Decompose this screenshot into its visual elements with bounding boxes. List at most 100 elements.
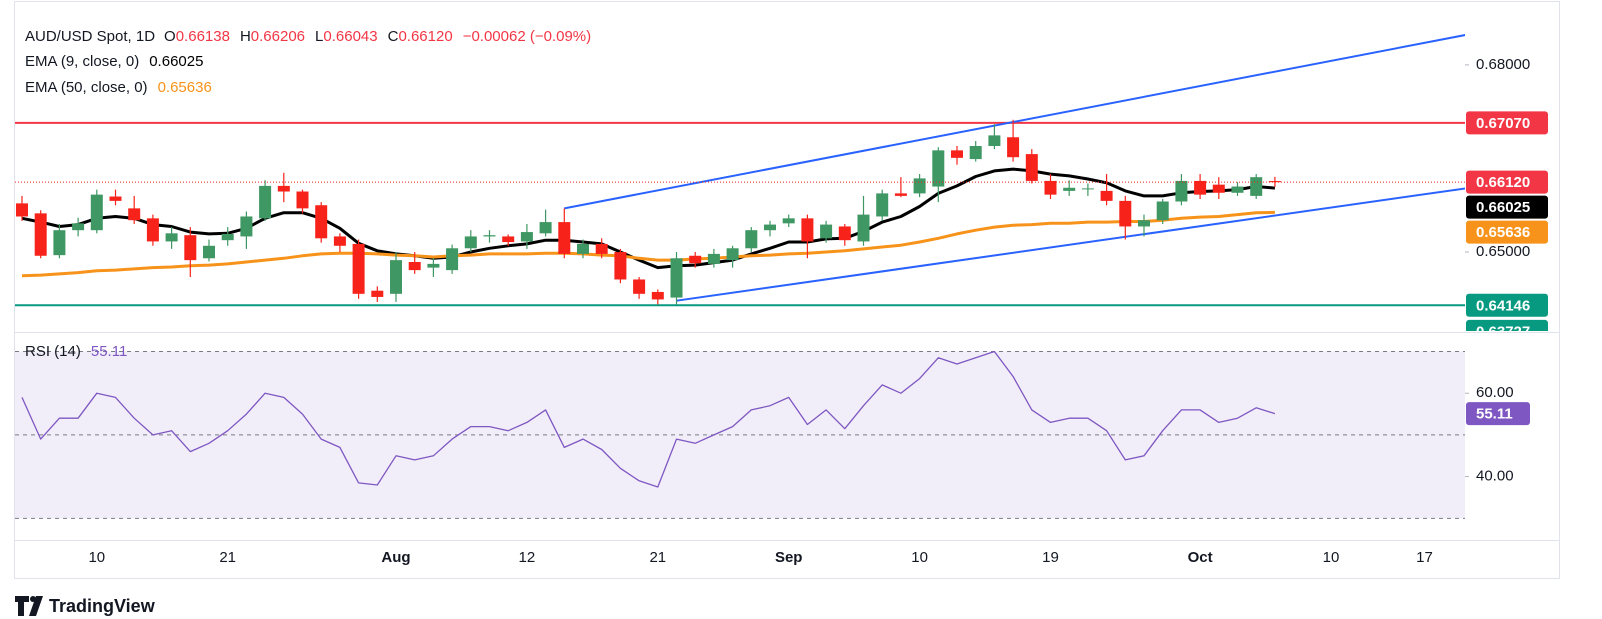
ema-name: EMA (9, close, 0) bbox=[25, 53, 139, 70]
candle-body bbox=[1081, 188, 1094, 190]
candle-body bbox=[577, 243, 589, 254]
ema-legend: EMA (9, close, 0) 0.66025 bbox=[25, 53, 203, 70]
price-tag-label: 0.67070 bbox=[1476, 115, 1530, 132]
x-tick-label: 10 bbox=[1323, 549, 1340, 566]
candle-body bbox=[633, 279, 646, 294]
candle-body bbox=[820, 224, 833, 239]
candle-body bbox=[1138, 220, 1150, 227]
ohlc-prefix: O bbox=[164, 28, 176, 45]
change: −0.00062 (−0.09%) bbox=[463, 28, 591, 45]
brand-name: TradingView bbox=[49, 596, 156, 616]
price-tag bbox=[1466, 195, 1548, 219]
x-tick-label: 21 bbox=[649, 549, 666, 566]
y-tick-label: 0.68000 bbox=[1476, 56, 1530, 73]
ema-value: 0.65636 bbox=[158, 79, 212, 96]
candle-body bbox=[539, 222, 552, 234]
candle-body bbox=[988, 135, 1001, 146]
candle-body bbox=[1175, 180, 1188, 202]
candle-body bbox=[408, 262, 421, 271]
ohlc-value: 0.66120 bbox=[398, 28, 452, 45]
trend-line bbox=[564, 34, 1465, 210]
candle-body bbox=[1063, 187, 1076, 191]
candle-body bbox=[1231, 186, 1244, 193]
candle-body bbox=[184, 235, 197, 261]
candle-body bbox=[1156, 201, 1169, 221]
brand-logo: TradingView bbox=[15, 596, 156, 616]
candle-body bbox=[203, 245, 215, 259]
y-tick-label: 0.65000 bbox=[1476, 243, 1530, 260]
x-tick-label: Aug bbox=[381, 549, 410, 566]
ohlc-value: 0.66043 bbox=[323, 28, 377, 45]
candle-body bbox=[53, 230, 66, 256]
candle-body bbox=[277, 185, 290, 192]
candle-body bbox=[352, 243, 365, 294]
candle-body bbox=[221, 233, 234, 241]
x-tick-label: 17 bbox=[1416, 549, 1433, 566]
candle-body bbox=[689, 255, 702, 264]
ema-line bbox=[21, 210, 1275, 278]
price-pane bbox=[15, 34, 1465, 307]
time-axis: 10 21 Aug 12 21 Sep 10 19 Oct 10 17 bbox=[88, 549, 1432, 566]
symbol: AUD/USD Spot, 1D bbox=[25, 28, 155, 45]
x-tick-label: 10 bbox=[88, 549, 105, 566]
candle-body bbox=[951, 150, 963, 158]
candle-body bbox=[838, 226, 851, 241]
price-tag bbox=[1466, 319, 1548, 331]
candle-body bbox=[1007, 137, 1020, 158]
candle-body bbox=[1044, 180, 1057, 195]
candle-body bbox=[857, 214, 870, 242]
candle-body bbox=[128, 208, 141, 221]
price-tag-label: 0.63727 bbox=[1476, 323, 1530, 340]
candle-body bbox=[34, 213, 47, 256]
candle-body bbox=[558, 222, 571, 254]
legend: AUD/USD Spot, 1D O0.66138 H0.66206 L0.66043… bbox=[25, 28, 591, 360]
ema-line bbox=[21, 167, 1276, 270]
logo-mark bbox=[29, 596, 43, 616]
price-tag bbox=[1466, 293, 1548, 317]
x-tick-label: 12 bbox=[519, 549, 536, 566]
x-tick-label: Sep bbox=[775, 549, 803, 566]
candle-body bbox=[315, 205, 328, 239]
candle-body bbox=[446, 248, 459, 271]
candle-body bbox=[913, 178, 926, 194]
candle-body bbox=[707, 253, 720, 264]
candle-body bbox=[670, 258, 683, 298]
price-tag-label: 0.64146 bbox=[1476, 297, 1530, 314]
candle-body bbox=[876, 193, 889, 217]
candle-body bbox=[894, 193, 907, 196]
candle-body bbox=[520, 232, 533, 242]
x-tick-label: Oct bbox=[1188, 549, 1213, 566]
rsi-tag-label: 55.11 bbox=[1476, 406, 1513, 423]
candle-body bbox=[1194, 180, 1207, 195]
candle-body bbox=[969, 145, 982, 160]
candle-body bbox=[464, 236, 477, 249]
widget-frame bbox=[14, 1, 1560, 579]
ohlc-value: 0.66138 bbox=[176, 28, 230, 45]
rsi-line bbox=[21, 350, 1276, 488]
ema-value: 0.66025 bbox=[149, 53, 203, 70]
rsi-tick-label: 60.00 bbox=[1476, 384, 1514, 401]
candle-body bbox=[932, 150, 945, 187]
candle-body bbox=[109, 196, 122, 201]
ohlc-prefix: L bbox=[315, 28, 323, 45]
ohlc-prefix: C bbox=[388, 28, 399, 45]
rsi-pane bbox=[15, 350, 1465, 519]
candle-body bbox=[72, 223, 85, 231]
price-tag-label: 0.66025 bbox=[1476, 199, 1530, 216]
candle-body bbox=[296, 191, 309, 209]
ema-name: EMA (50, close, 0) bbox=[25, 79, 148, 96]
price-tag bbox=[1466, 220, 1548, 244]
trend-line bbox=[676, 187, 1465, 302]
candle-body bbox=[16, 203, 28, 217]
price-axis: 0.68000 0.65000 0.67070 0.66120 0.66025 0.656… bbox=[1465, 56, 1548, 340]
candle-body bbox=[1212, 184, 1225, 193]
rsi-axis: 40.00 60.00 55.11 bbox=[1465, 384, 1530, 485]
candle-body bbox=[726, 248, 739, 261]
candle-body bbox=[1119, 200, 1132, 227]
candle-body bbox=[782, 218, 795, 224]
candle-body bbox=[595, 243, 608, 254]
candle-body bbox=[240, 216, 253, 237]
candle-body bbox=[651, 291, 664, 300]
ema-legend: EMA (50, close, 0) 0.65636 bbox=[25, 79, 212, 96]
